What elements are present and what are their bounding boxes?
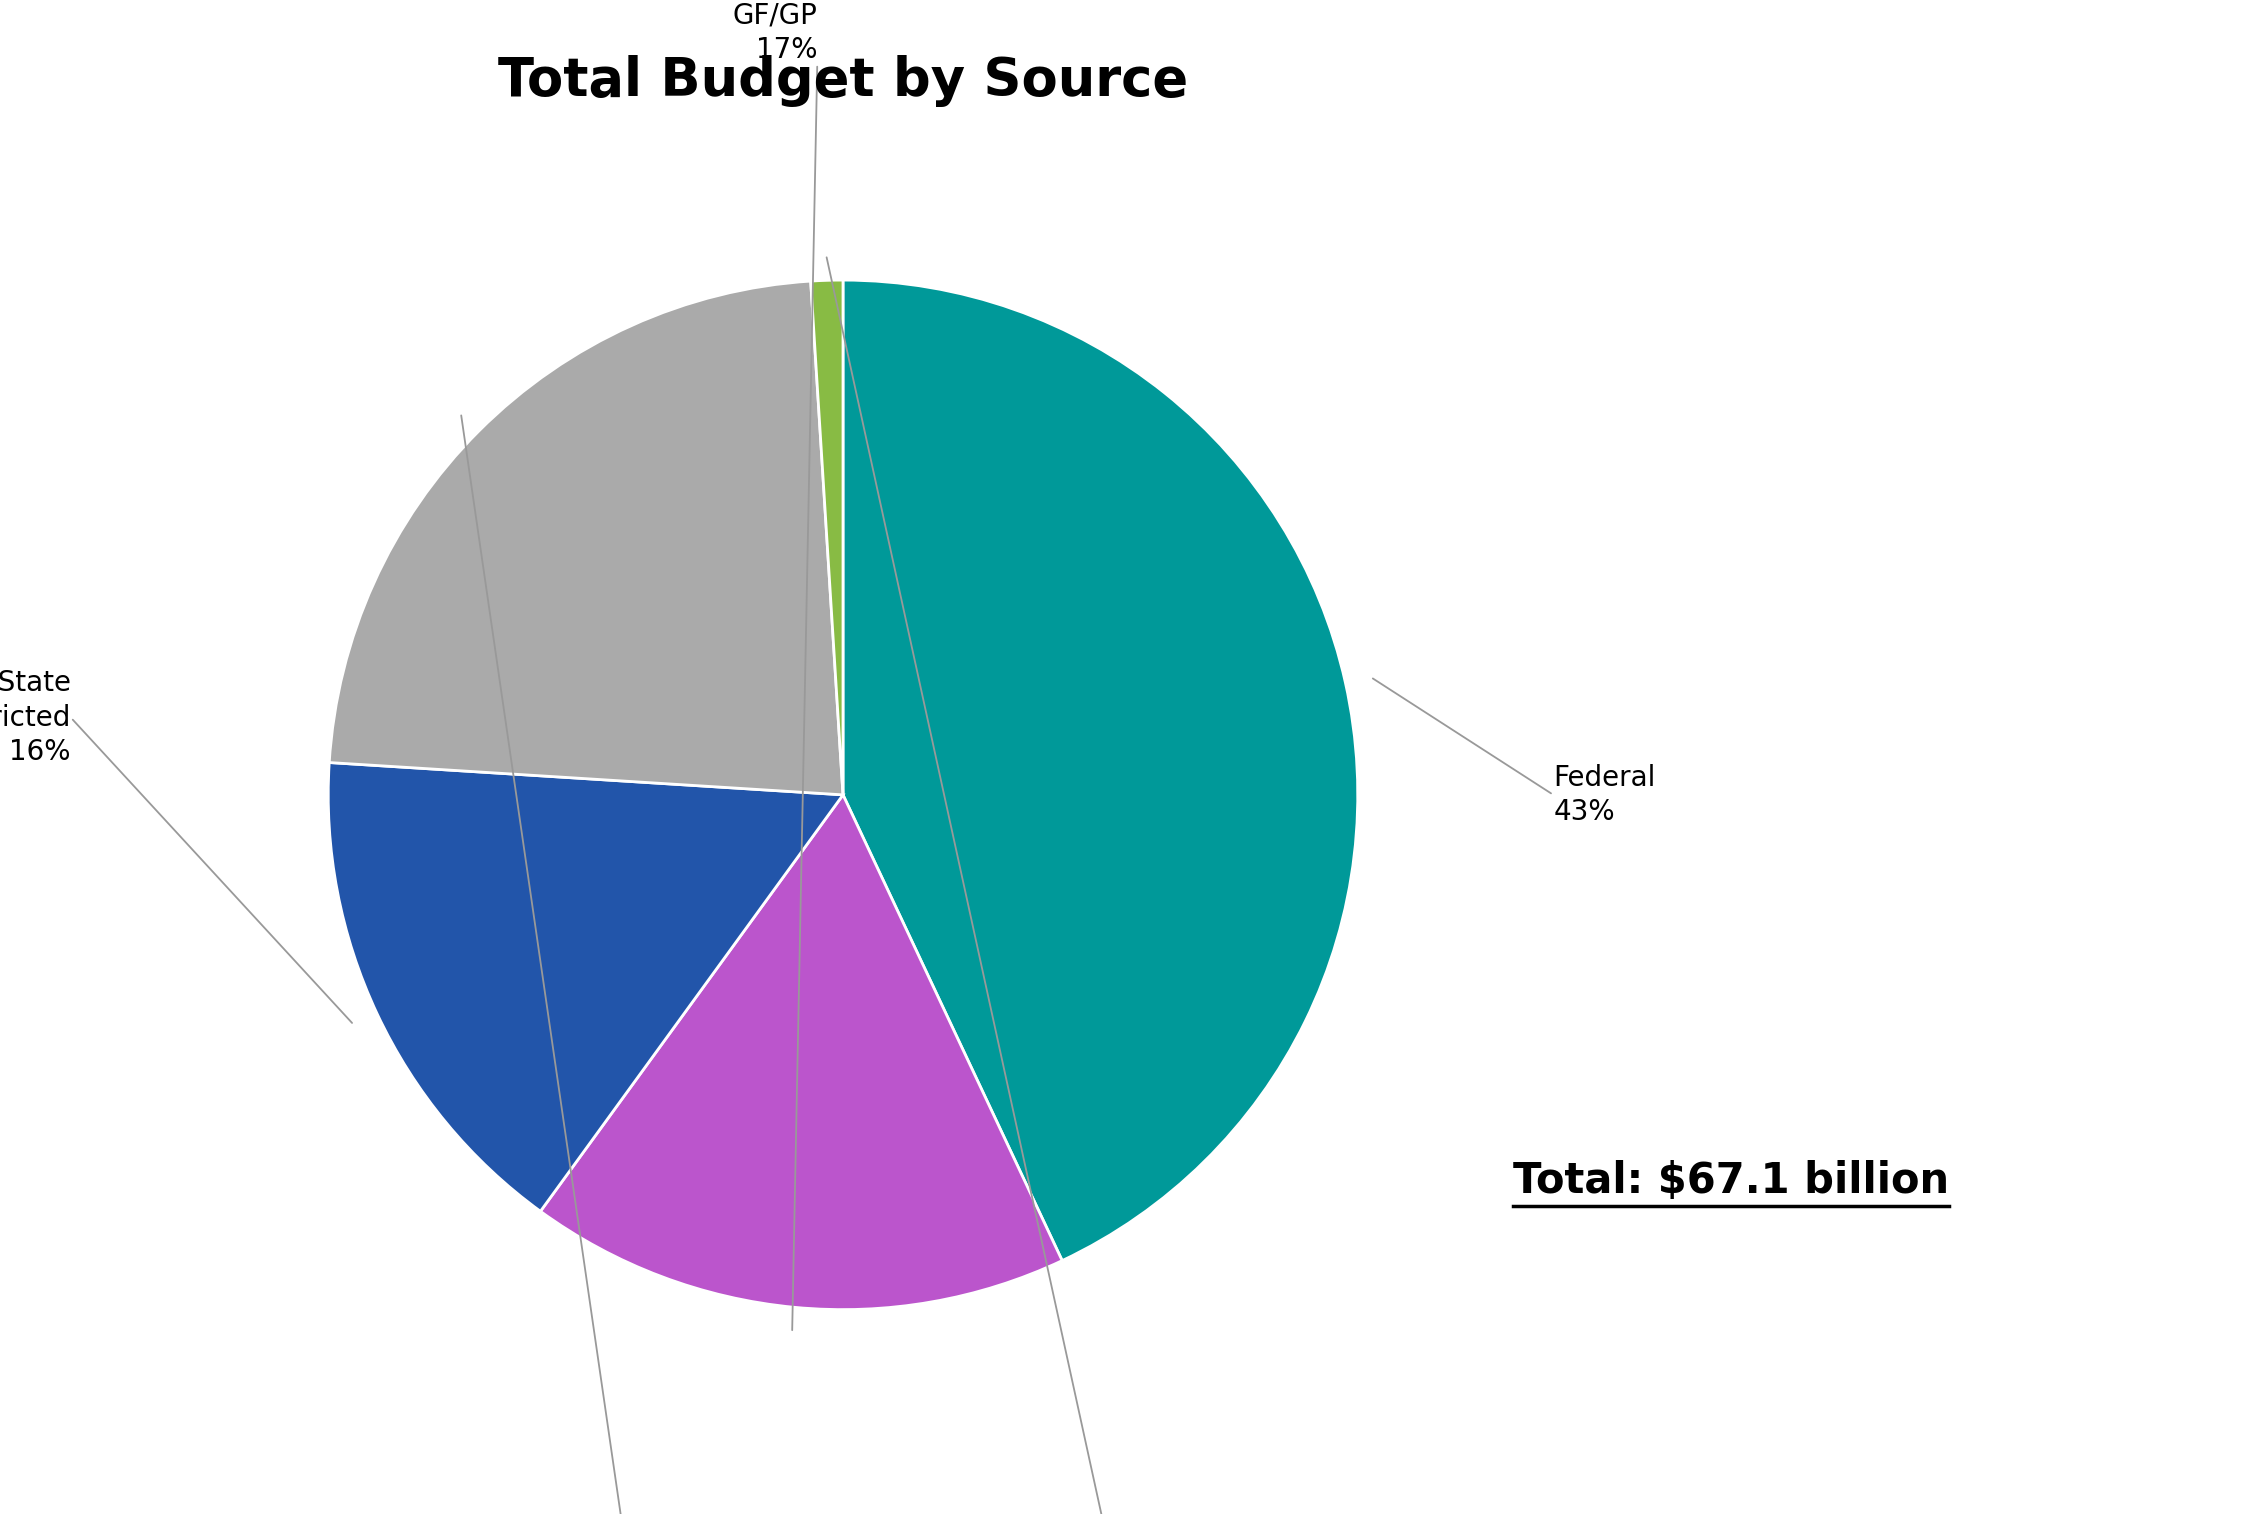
Wedge shape (812, 280, 843, 795)
Wedge shape (328, 282, 843, 795)
Text: Total: $67.1 billion: Total: $67.1 billion (1513, 1160, 1949, 1202)
Text: Other State
Restricted
16%: Other State Restricted 16% (0, 669, 72, 766)
Wedge shape (540, 795, 1061, 1310)
Text: GF/GP
17%: GF/GP 17% (733, 2, 818, 64)
Wedge shape (843, 280, 1358, 1261)
Title: Total Budget by Source: Total Budget by Source (499, 55, 1187, 107)
Text: Federal
43%: Federal 43% (1553, 763, 1657, 827)
Wedge shape (328, 763, 843, 1211)
